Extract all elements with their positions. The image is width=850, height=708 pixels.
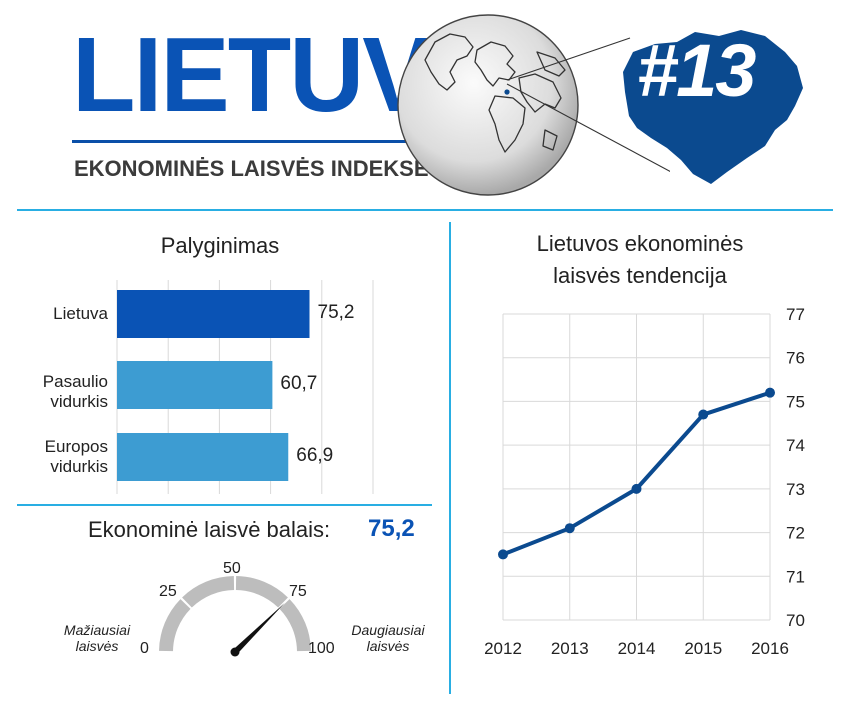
- line-chart-title: Lietuvos ekonominės laisvės tendencija: [460, 228, 820, 292]
- x-tick-label: 2012: [484, 639, 522, 658]
- gauge-tick-label: 75: [289, 583, 307, 600]
- y-tick-label: 71: [786, 567, 805, 586]
- gauge-right-caption-line: laisvės: [366, 638, 410, 654]
- bar-value-label: 75,2: [317, 302, 355, 323]
- section-divider: [17, 504, 432, 506]
- bar-value-label: 60,7: [280, 373, 318, 394]
- gauge-tick-label: 100: [308, 640, 335, 657]
- y-tick-label: 74: [786, 436, 805, 455]
- gauge-segment: [279, 599, 311, 652]
- globe-icon: [397, 14, 579, 196]
- x-tick-label: 2016: [751, 639, 789, 658]
- line-chart-title-text: Lietuvos ekonominės laisvės tendencija: [536, 231, 744, 288]
- bar-value-label: 66,9: [296, 445, 334, 466]
- gauge-segment: [182, 576, 235, 608]
- data-point: [765, 387, 775, 398]
- y-tick-label: 72: [786, 524, 805, 543]
- score-value: 75,2: [368, 515, 415, 542]
- y-tick-label: 70: [786, 611, 805, 630]
- gauge-left-caption-line: Mažiausiai: [63, 622, 131, 638]
- x-tick-label: 2013: [551, 639, 589, 658]
- y-tick-label: 77: [786, 305, 805, 324]
- gauge-left-caption: Mažiausiai laisvės: [52, 622, 142, 654]
- bar: [117, 290, 310, 338]
- data-point: [498, 549, 508, 560]
- x-tick-label: 2014: [618, 639, 656, 658]
- y-tick-label: 75: [786, 392, 805, 411]
- bar-chart: [116, 280, 374, 494]
- gauge-tick-label: 0: [140, 640, 149, 657]
- y-tick-label: 76: [786, 349, 805, 368]
- score-label: Ekonominė laisvė balais:: [88, 517, 331, 542]
- data-point: [698, 409, 709, 420]
- title-underline: [72, 140, 480, 143]
- gauge-tick-label: 50: [223, 560, 241, 577]
- gauge: [159, 576, 311, 657]
- gauge-tick-label: 25: [159, 583, 177, 600]
- gauge-left-caption-line: laisvės: [75, 638, 119, 654]
- data-point: [631, 483, 642, 494]
- rank-badge: #13: [637, 29, 756, 112]
- line-chart: 70 71 72 73 74 75 76 77 2012 2013 2014 2015 2016: [484, 305, 805, 658]
- gauge-segment: [159, 599, 191, 652]
- y-tick-label: 73: [786, 480, 805, 499]
- gauge-needle: [232, 602, 285, 655]
- data-point: [564, 523, 575, 534]
- gauge-hub: [230, 647, 240, 657]
- bar: [117, 361, 273, 409]
- bar-category-label: Pasaulio vidurkis: [42, 372, 108, 411]
- x-tick-label: 2015: [684, 639, 722, 658]
- callout-lines: [506, 37, 670, 172]
- bar: [117, 433, 289, 481]
- gauge-segment: [235, 576, 288, 608]
- bar-category-label: Lietuva: [53, 304, 108, 323]
- gauge-right-caption: Daugiausiai laisvės: [340, 622, 436, 654]
- page-subtitle: EKONOMINĖS LAISVĖS INDEKSE'16: [74, 156, 459, 181]
- column-divider: [449, 222, 451, 694]
- bar-category-label: Europos vidurkis: [44, 437, 108, 476]
- lithuania-map-icon: [623, 30, 803, 184]
- gauge-right-caption-line: Daugiausiai: [351, 622, 425, 638]
- header-divider: [17, 209, 833, 211]
- bar-chart-title: Palyginimas: [160, 233, 280, 258]
